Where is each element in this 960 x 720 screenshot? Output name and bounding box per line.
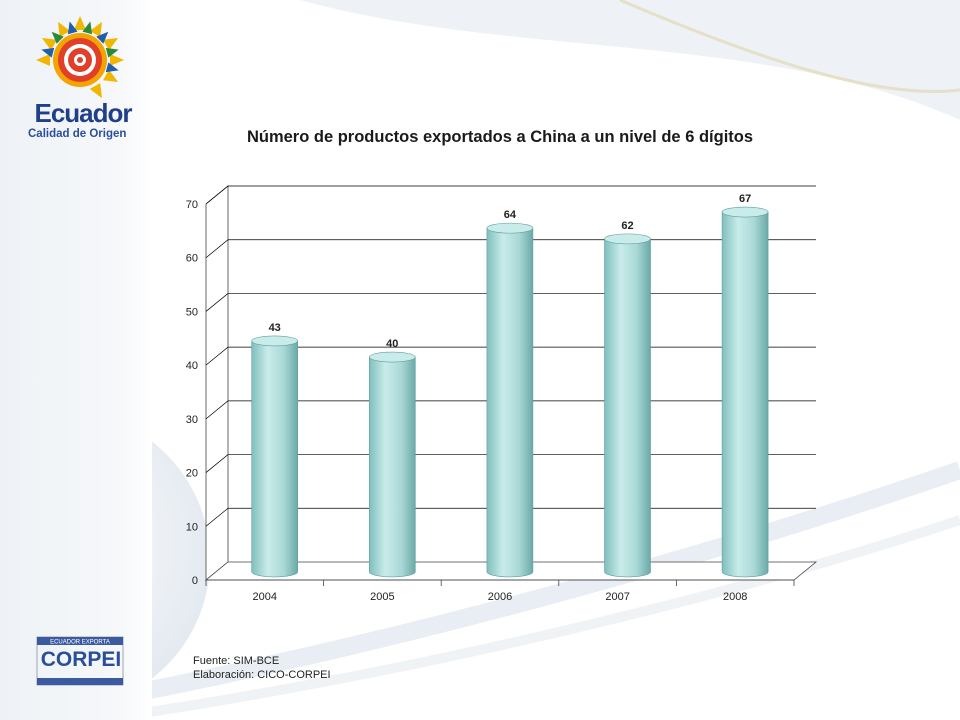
x-tick-label: 2008 (723, 591, 747, 603)
bar-top (369, 351, 416, 363)
y-tick-label: 20 (186, 468, 198, 480)
ecuador-logo: Ecuador Calidad de Origen (18, 14, 148, 154)
x-tick-label: 2004 (253, 591, 277, 603)
bar-top (486, 222, 534, 234)
bar (721, 211, 769, 578)
y-tick-label: 40 (186, 360, 198, 372)
data-label: 62 (621, 220, 633, 232)
bar (369, 356, 416, 578)
ecuador-tagline: Calidad de Origen (28, 128, 127, 140)
y-tick-label: 60 (186, 253, 198, 265)
footer-notes: Fuente: SIM-BCE Elaboración: CICO-CORPEI (193, 654, 493, 682)
bar-top (721, 206, 769, 218)
x-tick-label: 2006 (488, 591, 512, 603)
bar (251, 340, 298, 578)
gridline (205, 185, 816, 205)
bar (486, 227, 534, 578)
y-tick-label: 10 (186, 521, 198, 533)
side-wall (205, 185, 229, 581)
data-label: 64 (504, 209, 517, 221)
corpei-wordmark: CORPEI (40, 648, 122, 671)
source-note: Fuente: SIM-BCE (193, 655, 280, 667)
bar-top (604, 233, 651, 245)
y-tick-label: 70 (186, 199, 198, 211)
x-tick-label: 2005 (370, 591, 394, 603)
y-tick-label: 50 (186, 306, 198, 318)
corpei-logo: ECUADOR EXPORTA CORPEI (36, 636, 124, 686)
data-label: 43 (269, 322, 281, 334)
x-tick-label: 2007 (605, 591, 629, 603)
ecuador-wordmark: Ecuador (34, 98, 132, 128)
bar (604, 238, 651, 578)
y-tick-label: 30 (186, 414, 198, 426)
bar-top (251, 335, 298, 347)
sun-logo-icon (36, 16, 124, 99)
corpei-frame-icon: ECUADOR EXPORTA (36, 636, 124, 686)
elaboration-note: Elaboración: CICO-CORPEI (193, 669, 331, 681)
corpei-small-text: ECUADOR EXPORTA (50, 640, 110, 646)
bar-chart: 0 10 20 30 40 50 60 70 43 2004 40 2005 64 2006 62 2007 6… (186, 185, 818, 603)
data-label: 40 (386, 338, 398, 350)
data-label: 67 (739, 193, 751, 205)
y-tick-label: 0 (192, 575, 198, 587)
sidebar-band (0, 0, 152, 720)
chart-title: Número de productos exportados a China a… (246, 128, 754, 146)
